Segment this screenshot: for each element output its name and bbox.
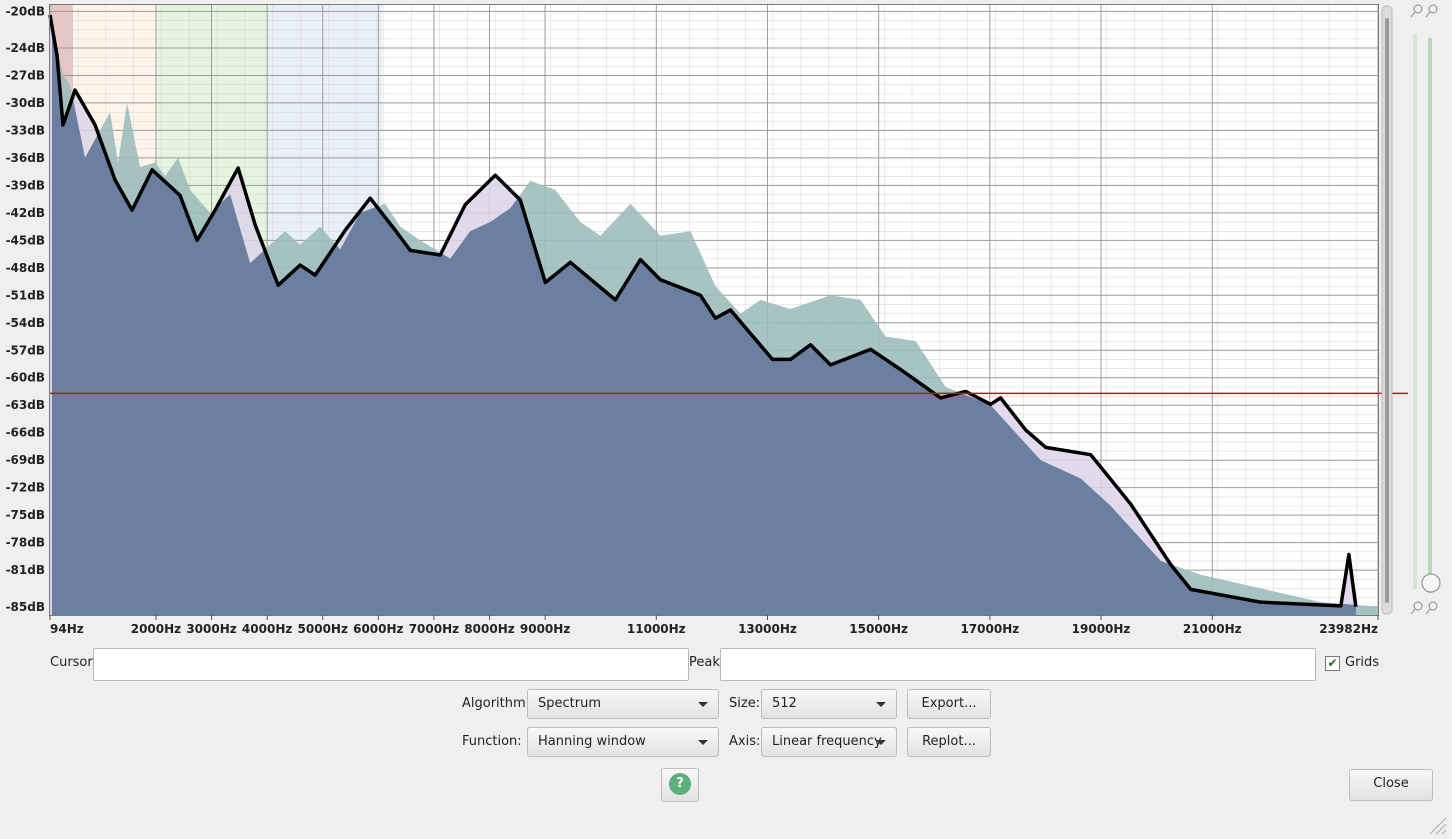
y-tick-label: -48dB [6, 261, 45, 275]
x-tick-label: 11000Hz [627, 622, 686, 636]
grids-label: Grids [1345, 655, 1380, 670]
x-tick-label: 19000Hz [1072, 622, 1131, 636]
y-tick-label: -57dB [6, 343, 45, 357]
y-tick-label: -51dB [6, 288, 45, 302]
x-tick-label: 3000Hz [186, 622, 236, 636]
y-tick-label: -78dB [6, 536, 45, 550]
axis-select[interactable]: Linear frequency [761, 727, 897, 757]
x-tick-label: 94Hz [50, 622, 84, 636]
function-select[interactable]: Hanning window [527, 727, 719, 757]
y-tick-label: -36dB [6, 151, 45, 165]
y-tick-label: -85dB [6, 600, 45, 614]
x-tick-label: 5000Hz [298, 622, 348, 636]
grids-checkbox[interactable]: ✔ [1325, 656, 1340, 671]
y-tick-label: -72dB [6, 481, 45, 495]
cursor-label: Cursor: [50, 655, 97, 670]
help-button[interactable]: ? [661, 768, 699, 802]
help-icon: ? [669, 773, 691, 795]
size-label: Size: [729, 696, 761, 711]
x-tick-label: 7000Hz [409, 622, 459, 636]
x-tick-label: 23982Hz [1319, 622, 1378, 636]
y-tick-label: -45dB [6, 233, 45, 247]
export-button[interactable]: Export... [907, 689, 991, 719]
cursor-field[interactable] [93, 648, 689, 681]
y-tick-label: -81dB [6, 563, 45, 577]
replot-button[interactable]: Replot... [907, 727, 991, 757]
peak-field[interactable] [720, 648, 1316, 681]
y-tick-label: -42dB [6, 206, 45, 220]
x-tick-label: 13000Hz [738, 622, 797, 636]
y-tick-label: -39dB [6, 178, 45, 192]
y-tick-label: -30dB [6, 96, 45, 110]
zoom-track [1413, 34, 1417, 589]
y-tick-label: -33dB [6, 123, 45, 137]
zoom-icons[interactable] [1410, 4, 1438, 615]
y-tick-label: -54dB [6, 316, 45, 330]
x-tick-label: 21000Hz [1183, 622, 1242, 636]
peak-label: Peak: [689, 655, 725, 670]
algorithm-select[interactable]: Spectrum [527, 689, 719, 719]
y-tick-label: -75dB [6, 508, 45, 522]
x-tick-label: 8000Hz [464, 622, 514, 636]
y-tick-label: -20dB [6, 4, 45, 18]
x-tick-label: 9000Hz [520, 622, 570, 636]
algorithm-label: Algorithm: [462, 696, 531, 711]
y-tick-label: -60dB [6, 371, 45, 385]
y-tick-label: -27dB [6, 68, 45, 82]
y-tick-label: -69dB [6, 453, 45, 467]
resize-grip [1429, 817, 1447, 835]
plot-frame [49, 4, 1379, 616]
x-tick-label: 6000Hz [353, 622, 403, 636]
y-tick-label: -66dB [6, 426, 45, 440]
y-tick-label: -24dB [6, 41, 45, 55]
spectrum-plot: -20dB -24dB -27dB -30dB -33dB -36dB -39dB -42dB… [6, 4, 1441, 636]
spectrum-line [48, 14, 1358, 608]
scrollbar-thumb[interactable] [1385, 18, 1389, 603]
size-select[interactable]: 512 [761, 689, 897, 719]
zoom-track [1428, 38, 1432, 593]
close-button[interactable]: Close [1349, 769, 1433, 801]
x-tick-label: 4000Hz [242, 622, 292, 636]
axis-label: Axis: [729, 734, 761, 749]
x-tick-label: 15000Hz [849, 622, 908, 636]
zoom-slider[interactable] [1421, 573, 1441, 593]
y-tick-label: -63dB [6, 398, 45, 412]
function-label: Function: [462, 734, 522, 749]
x-tick-label: 2000Hz [131, 622, 181, 636]
x-tick-label: 17000Hz [960, 622, 1019, 636]
